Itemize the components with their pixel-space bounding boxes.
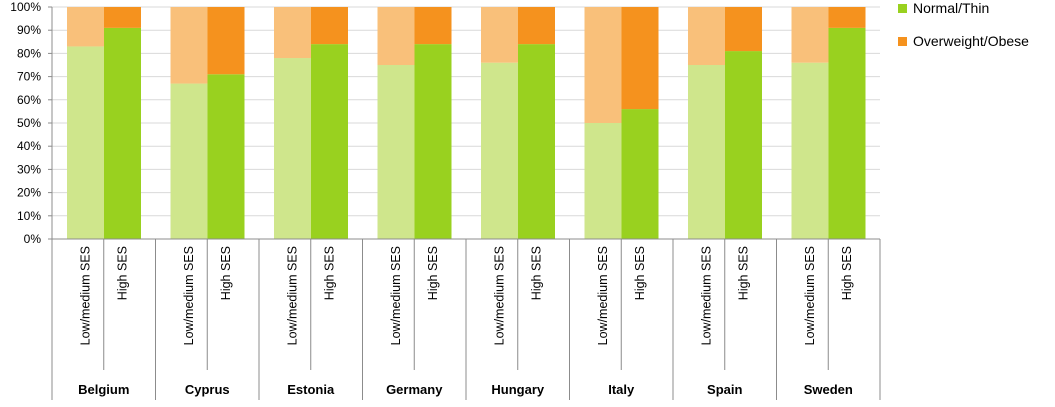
legend: Normal/Thin Overweight/Obese xyxy=(898,0,1029,49)
bar-normal-thin xyxy=(791,62,829,240)
x-category-label: High SES xyxy=(219,246,233,300)
bar-overweight-obese xyxy=(274,7,311,59)
y-axis-tick-labels: 0% 10% 20% 30% 40% 50% 60% 70% 80% 90% 100% xyxy=(10,0,41,246)
axes xyxy=(48,6,881,400)
x-category-label: Low/medium SES xyxy=(596,246,610,345)
bar-overweight-obese xyxy=(518,7,555,45)
bar-overweight-obese xyxy=(414,7,452,45)
x-category-label: Low/medium SES xyxy=(803,246,817,345)
bar-overweight-obese xyxy=(311,7,348,45)
y-tick-label: 30% xyxy=(17,162,41,176)
x-category-label: Low/medium SES xyxy=(79,246,93,345)
x-category-label: Low/medium SES xyxy=(182,246,196,345)
bar-normal-thin xyxy=(518,44,555,240)
x-group-label: Spain xyxy=(707,382,742,397)
bar-normal-thin xyxy=(274,58,311,239)
bar-normal-thin xyxy=(311,44,348,240)
bar-normal-thin xyxy=(377,65,415,239)
x-category-label: Low/medium SES xyxy=(493,246,507,345)
x-group-label: Germany xyxy=(386,382,443,397)
x-group-label: Hungary xyxy=(491,382,545,397)
bar-normal-thin xyxy=(414,44,452,240)
bar-normal-thin xyxy=(207,74,245,239)
y-tick-label: 20% xyxy=(17,186,41,200)
x-category-label: High SES xyxy=(530,246,544,300)
y-tick-label: 10% xyxy=(17,209,41,223)
bar-normal-thin xyxy=(584,123,622,239)
y-tick-label: 0% xyxy=(24,232,42,246)
x-group-label: Sweden xyxy=(804,382,853,397)
x-category-label: High SES xyxy=(737,246,751,300)
x-category-label: Low/medium SES xyxy=(700,246,714,345)
y-tick-label: 80% xyxy=(17,46,41,60)
bar-normal-thin xyxy=(828,27,866,239)
x-category-label: High SES xyxy=(323,246,337,300)
x-category-label: Low/medium SES xyxy=(389,246,403,345)
y-tick-label: 90% xyxy=(17,23,41,37)
y-tick-label: 70% xyxy=(17,70,41,84)
y-tick-label: 100% xyxy=(10,0,41,14)
y-tick-label: 40% xyxy=(17,139,41,153)
bar-normal-thin xyxy=(481,62,518,240)
bar-overweight-obese xyxy=(104,7,141,28)
bar-normal-thin xyxy=(67,46,104,239)
bar-overweight-obese xyxy=(170,7,208,84)
bar-overweight-obese xyxy=(621,7,659,110)
x-group-label: Estonia xyxy=(287,382,335,397)
legend-swatch xyxy=(898,37,907,46)
bar-overweight-obese xyxy=(377,7,415,65)
x-category-label: High SES xyxy=(116,246,130,300)
bar-normal-thin xyxy=(621,109,659,239)
y-tick-label: 50% xyxy=(17,116,41,130)
bar-overweight-obese xyxy=(791,7,829,63)
legend-label: Normal/Thin xyxy=(913,0,989,16)
x-category-label: High SES xyxy=(840,246,854,300)
bar-overweight-obese xyxy=(481,7,518,63)
x-group-label: Cyprus xyxy=(185,382,230,397)
x-axis-labels: Low/medium SES High SES Belgium Low/medium … xyxy=(78,246,854,397)
legend-label: Overweight/Obese xyxy=(913,33,1029,49)
x-category-label: High SES xyxy=(633,246,647,300)
bar-overweight-obese xyxy=(725,7,762,52)
y-tick-label: 60% xyxy=(17,93,41,107)
bar-overweight-obese xyxy=(828,7,866,28)
bar-normal-thin xyxy=(170,83,208,239)
x-group-label: Italy xyxy=(608,382,635,397)
bar-overweight-obese xyxy=(688,7,725,65)
x-group-label: Belgium xyxy=(78,382,129,397)
x-category-label: High SES xyxy=(426,246,440,300)
legend-swatch xyxy=(898,4,907,13)
bar-overweight-obese xyxy=(67,7,104,47)
bar-overweight-obese xyxy=(584,7,622,123)
bar-normal-thin xyxy=(104,27,141,239)
x-category-label: Low/medium SES xyxy=(286,246,300,345)
bar-normal-thin xyxy=(725,51,762,239)
bar-overweight-obese xyxy=(207,7,245,75)
bars xyxy=(67,7,866,240)
bar-normal-thin xyxy=(688,65,725,239)
